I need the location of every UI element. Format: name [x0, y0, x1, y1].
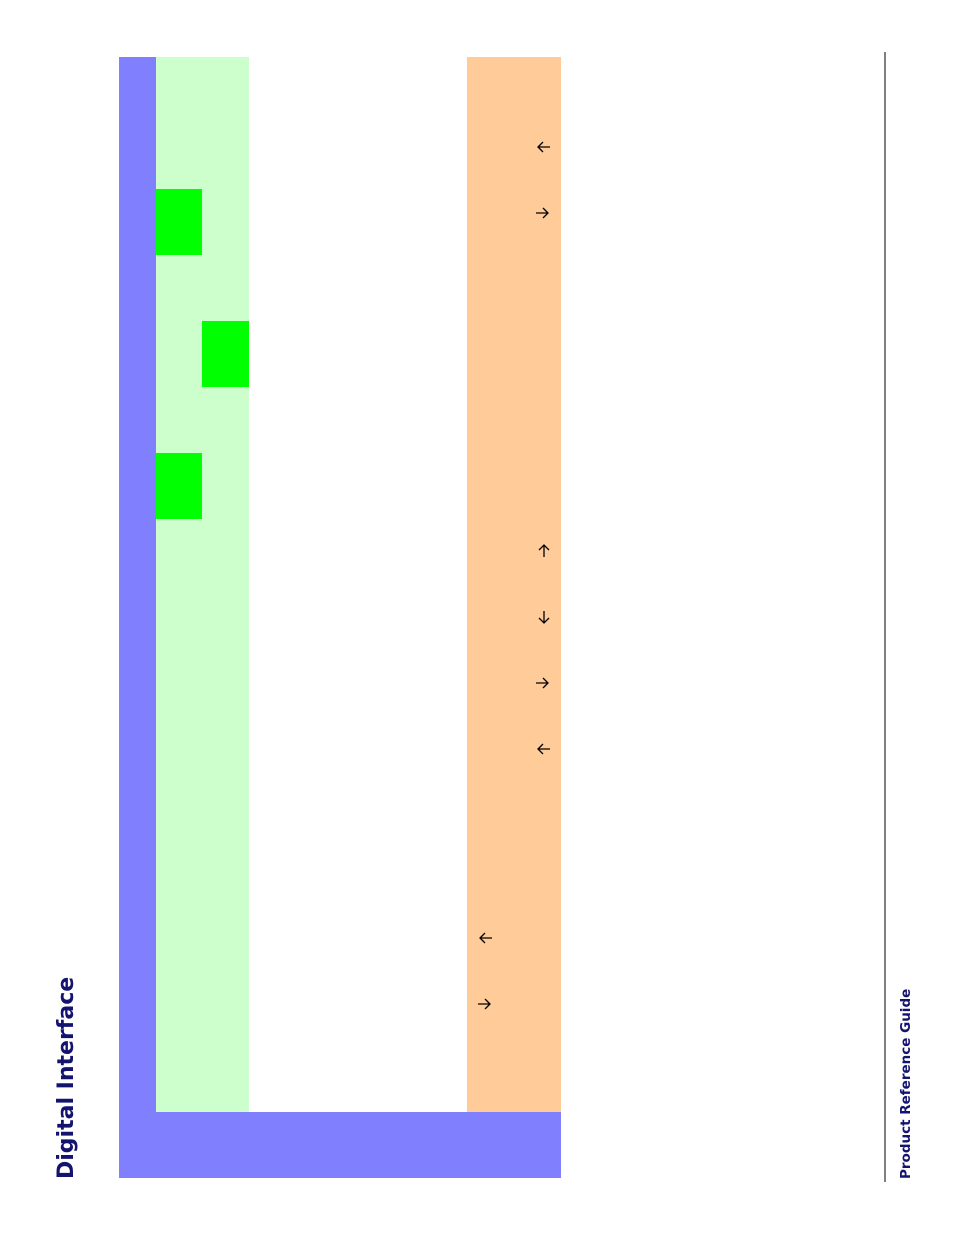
footer-text: Product Reference Guide	[898, 989, 914, 1179]
green-block	[202, 321, 249, 387]
arrow-right	[536, 677, 549, 689]
page-title: Digital Interface	[54, 977, 79, 1179]
blue-band-horizontal	[119, 1112, 561, 1178]
arrow-left	[537, 743, 550, 755]
arrow-down	[538, 611, 550, 624]
green-block	[156, 453, 202, 519]
green-block	[156, 189, 202, 255]
blue-band-vertical	[119, 57, 156, 1178]
arrow-right	[536, 207, 549, 219]
arrow-up	[538, 544, 550, 557]
arrow-left	[479, 932, 492, 944]
arrow-right	[478, 998, 491, 1010]
orange-column	[467, 57, 561, 1112]
arrow-left	[537, 141, 550, 153]
